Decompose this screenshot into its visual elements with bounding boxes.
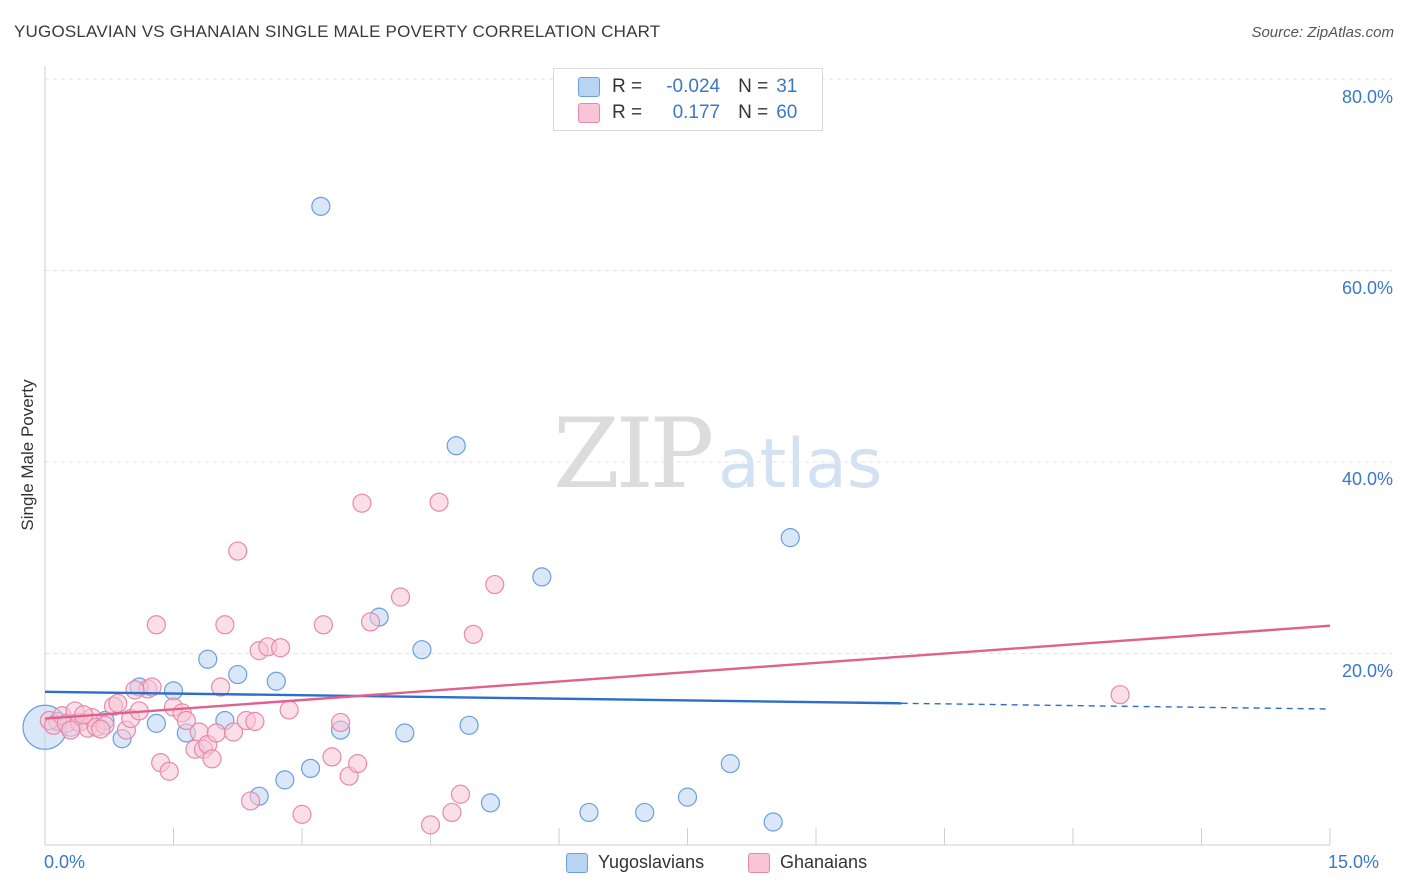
yugoslavian-point [720, 754, 740, 774]
legend-r-value: -0.024 [666, 76, 721, 97]
yugoslavian-point [579, 802, 599, 823]
ghanaian-point [125, 680, 145, 700]
ghanaian-point [108, 693, 128, 713]
yugoslavian-point [459, 715, 479, 735]
ghanaian-point [91, 719, 111, 739]
ghanaian-point [450, 784, 471, 804]
yugoslavian-point [763, 812, 783, 832]
ghanaian-point [223, 722, 244, 742]
ghanaian-point [485, 574, 505, 595]
x-tick-label-min: 0.0% [44, 852, 86, 872]
yugoslavian-point [300, 758, 321, 779]
yugoslavian-point [198, 649, 218, 669]
ghanaian-point [245, 711, 265, 732]
ghanaian-point [215, 615, 235, 635]
yugoslavian-point [635, 802, 655, 823]
ghanaian-point [348, 754, 368, 774]
yugoslavian-point [480, 793, 501, 813]
yugoslavian-point [228, 664, 248, 685]
yugoslavian-trend-line [44, 690, 902, 705]
ghanaian-point [292, 804, 312, 824]
bottom-legend-label: Ghanaians [780, 852, 868, 872]
legend-r-value: 0.177 [672, 102, 721, 123]
legend-row-yugoslavians: R = -0.024 N = 31 [578, 74, 797, 100]
yugoslavian-point [446, 436, 466, 456]
legend-r-label: R = [612, 76, 643, 97]
ghanaian-point [146, 615, 166, 635]
legend-swatch-pink [578, 103, 600, 123]
x-tick-label-max: 15.0% [1328, 852, 1380, 872]
ghanaian-point [420, 815, 441, 835]
ghanaian-point [463, 624, 483, 644]
ghanaian-point [360, 612, 381, 632]
bottom-legend-swatch-blue [566, 852, 588, 873]
correlation-legend: R = -0.024 N = 31 R = 0.177 N = 60 [553, 68, 823, 131]
chart-title: YUGOSLAVIAN VS GHANAIAN SINGLE MALE POVE… [14, 22, 661, 41]
ghanaian-point [352, 493, 372, 513]
yugoslavian-point [780, 528, 800, 548]
ghanaian-point [442, 802, 462, 823]
yugoslavian-point [311, 196, 331, 216]
ghanaian-point [228, 541, 248, 561]
ghanaian-point [176, 710, 196, 731]
legend-r-label: R = [612, 102, 643, 123]
y-tick-label-20: 20.0% [1341, 661, 1393, 681]
yugoslavian-trend-extension [901, 702, 1331, 710]
legend-n-value: 31 [776, 76, 798, 97]
ghanaian-point [241, 791, 261, 811]
yugoslavian-point [163, 681, 184, 701]
ghanaian-point [61, 720, 81, 740]
ghanaian-point [270, 638, 291, 658]
ghanaian-point [322, 747, 342, 767]
source-label: Source: ZipAtlas.com [1251, 24, 1394, 41]
ghanaian-trend-line [44, 624, 1331, 720]
yugoslavian-point [275, 770, 295, 790]
ghanaian-point [330, 712, 351, 733]
watermark-atlas: atlas [718, 425, 883, 504]
ghanaian-point [429, 492, 449, 512]
legend-swatch-blue [578, 77, 600, 97]
legend-n-value: 60 [776, 102, 798, 123]
ghanaian-point [313, 615, 334, 635]
legend-n-label: N = [738, 102, 769, 123]
bottom-legend-swatch-pink [748, 852, 770, 873]
ghanaian-point [1110, 685, 1130, 705]
yugoslavian-point [532, 567, 552, 587]
ghanaian-point [206, 723, 226, 743]
yugoslavian-point [412, 640, 432, 660]
y-tick-label-80: 80.0% [1341, 87, 1393, 107]
yugoslavian-point [266, 671, 286, 691]
legend-n-label: N = [738, 76, 769, 97]
ghanaian-point [202, 749, 222, 769]
y-tick-label-40: 40.0% [1341, 469, 1393, 489]
yugoslavian-point [395, 723, 415, 743]
ghanaian-point [211, 677, 231, 697]
yugoslavian-point [146, 713, 166, 733]
bottom-legend-yugoslavians[interactable]: Yugoslavians [566, 852, 704, 873]
bottom-legend-ghanaians[interactable]: Ghanaians [748, 852, 867, 873]
watermark-zip: ZIP [553, 398, 714, 510]
bottom-legend-label: Yugoslavians [598, 852, 705, 872]
y-tick-label-60: 60.0% [1341, 278, 1393, 298]
ghanaian-point [159, 761, 179, 781]
ghanaian-point [279, 700, 299, 720]
legend-row-ghanaians: R = 0.177 N = 60 [578, 100, 797, 126]
ghanaian-point [390, 587, 411, 607]
yugoslavian-point [677, 787, 698, 807]
